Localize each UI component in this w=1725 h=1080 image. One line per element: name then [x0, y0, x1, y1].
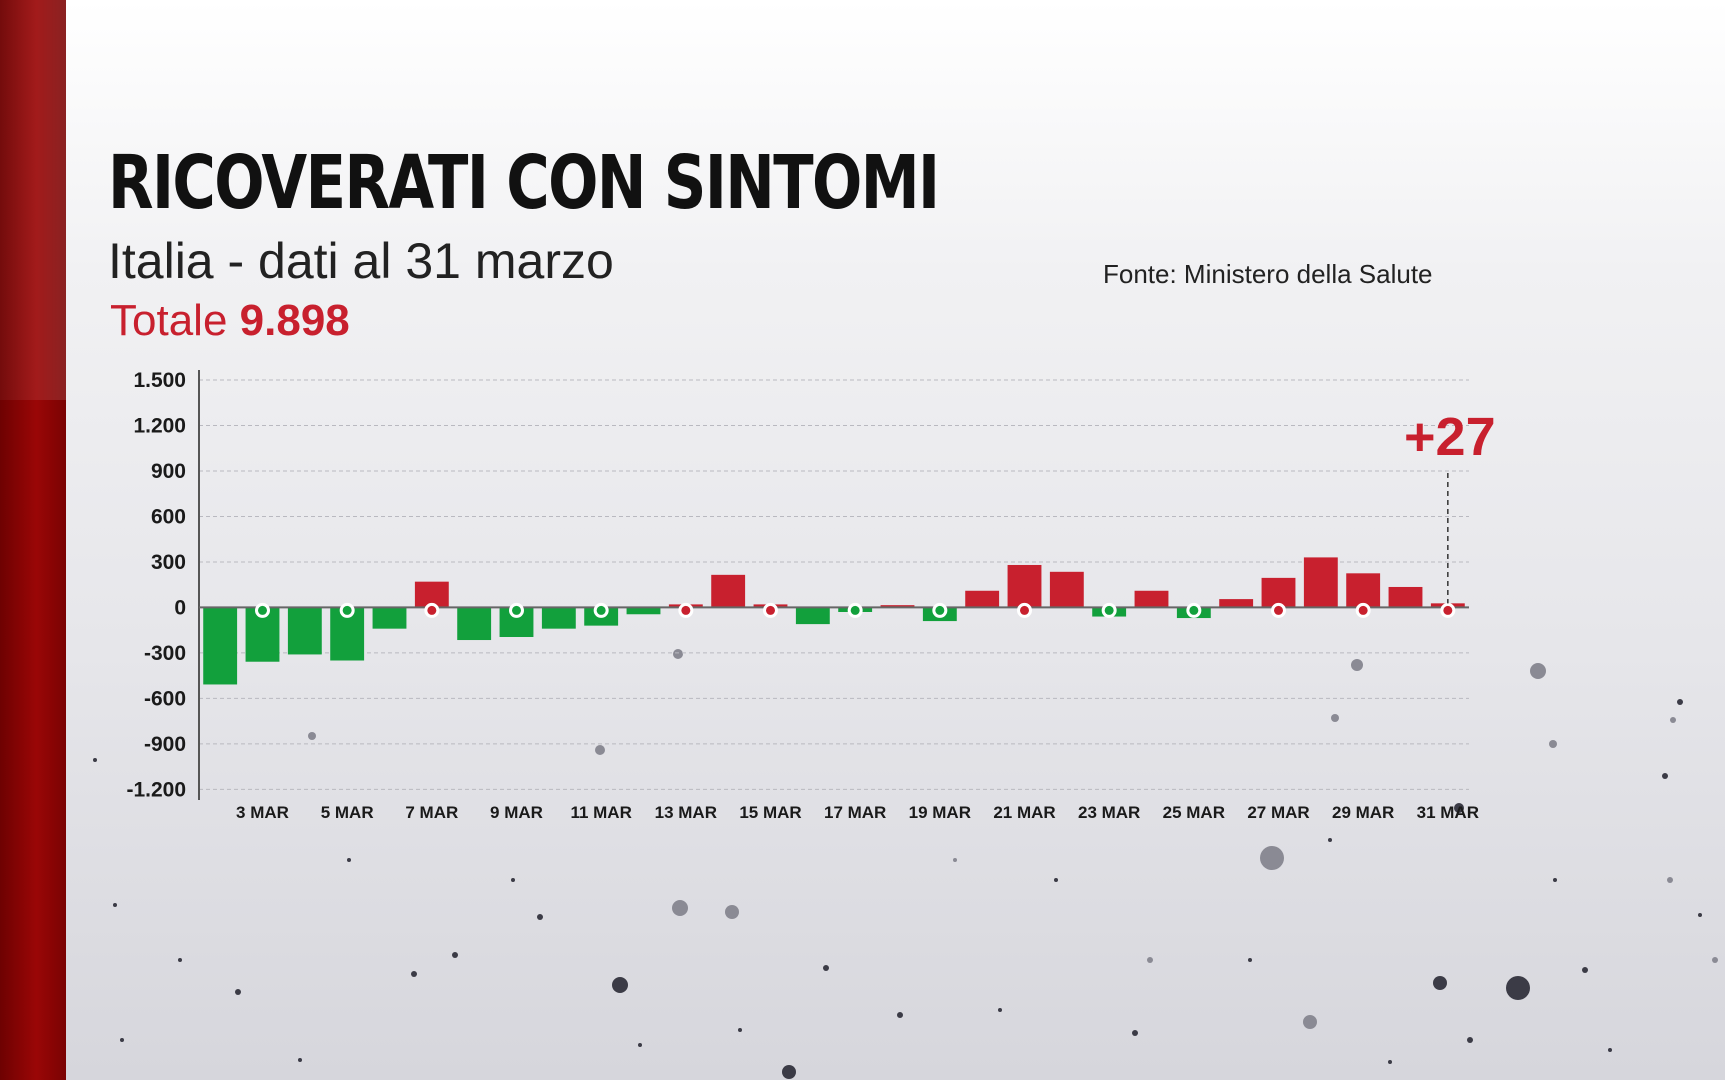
y-tick-label: 600 — [151, 505, 186, 528]
x-tick-label: 9 MAR — [490, 803, 543, 822]
x-tick-label: 13 MAR — [655, 803, 717, 822]
bar-30-mar — [1388, 586, 1423, 608]
total-summary: Totale 9.898 — [110, 296, 350, 346]
bar-16-mar — [795, 607, 830, 625]
baseline-marker — [1440, 602, 1456, 618]
baseline-marker — [1355, 602, 1371, 618]
x-tick-label: 21 MAR — [993, 803, 1055, 822]
x-tick-label: 25 MAR — [1163, 803, 1225, 822]
x-tick-label: 5 MAR — [321, 803, 374, 822]
bar-27-mar — [1261, 577, 1296, 608]
bar-22-mar — [1049, 571, 1084, 608]
bar-29-mar — [1346, 573, 1381, 608]
x-tick-label: 11 MAR — [570, 803, 631, 822]
baseline-marker — [339, 602, 355, 618]
bar-4-mar — [287, 607, 322, 655]
baseline-marker — [847, 602, 863, 618]
baseline-marker — [1101, 602, 1117, 618]
side-accent-bar — [0, 0, 66, 1080]
x-tick-label: 29 MAR — [1332, 803, 1394, 822]
baseline-marker — [678, 602, 694, 618]
bar-26-mar — [1219, 599, 1254, 608]
chart-title: RICOVERATI CON SINTOMI — [108, 140, 940, 226]
x-tick-label: 17 MAR — [824, 803, 886, 822]
baseline-marker — [1017, 602, 1032, 618]
y-tick-label: 300 — [151, 551, 186, 574]
x-tick-label: 7 MAR — [405, 803, 458, 822]
total-label: Totale — [110, 296, 228, 345]
y-tick-label: -300 — [144, 642, 186, 665]
bar-20-mar — [965, 590, 1000, 608]
bar-18-mar — [880, 605, 915, 608]
bar-24-mar — [1134, 590, 1169, 608]
baseline-marker — [593, 602, 609, 618]
baseline-marker — [932, 602, 948, 618]
bar-21-mar — [1007, 564, 1042, 608]
bar-2-mar — [203, 607, 238, 685]
y-tick-label: 1.500 — [133, 369, 186, 392]
bar-12-mar — [626, 607, 661, 615]
callout-label: +27 — [1404, 407, 1496, 467]
y-tick-label: -600 — [144, 687, 186, 710]
y-tick-label: 0 — [174, 596, 186, 619]
baseline-marker — [509, 602, 524, 618]
total-value: 9.898 — [239, 296, 350, 345]
baseline-marker — [1186, 602, 1202, 618]
baseline-marker — [1271, 602, 1286, 618]
x-tick-label: 15 MAR — [739, 803, 801, 822]
baseline-marker — [424, 602, 440, 618]
bar-14-mar — [711, 574, 746, 608]
y-tick-label: 900 — [151, 460, 186, 483]
x-tick-label: 3 MAR — [236, 803, 289, 822]
baseline-marker — [255, 602, 270, 618]
source-note: Fonte: Ministero della Salute — [1103, 259, 1433, 289]
x-tick-label: 19 MAR — [909, 803, 971, 822]
x-tick-label: 23 MAR — [1078, 803, 1140, 822]
y-tick-label: -1.200 — [126, 778, 186, 801]
y-tick-label: 1.200 — [133, 414, 186, 437]
y-tick-label: -900 — [144, 733, 186, 756]
x-tick-label: 27 MAR — [1247, 803, 1309, 822]
bar-6-mar — [372, 607, 407, 629]
bar-10-mar — [541, 607, 576, 629]
bar-28-mar — [1303, 557, 1338, 608]
bar-8-mar — [457, 607, 492, 641]
chart-subtitle: Italia - dati al 31 marzo — [108, 233, 614, 289]
baseline-marker — [763, 602, 778, 618]
x-tick-label: 31 MAR — [1417, 803, 1479, 822]
